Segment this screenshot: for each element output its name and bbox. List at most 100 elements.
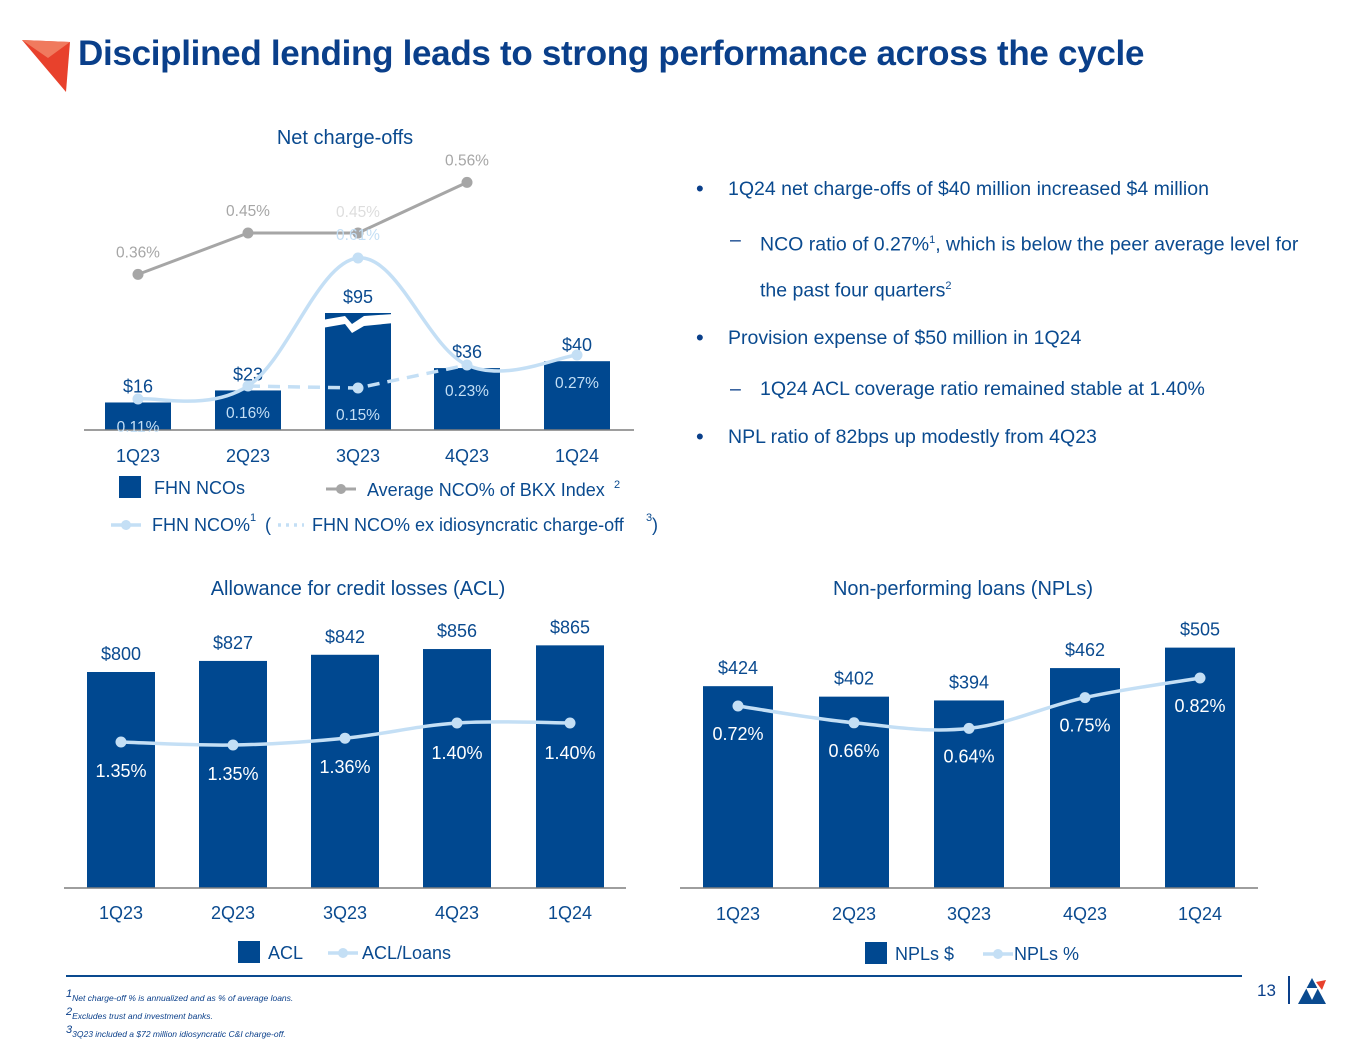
nco-bar-label-1Q24: $40 <box>562 335 592 355</box>
nco-x-tick-4Q23: 4Q23 <box>445 446 489 466</box>
bullet-nco-ratio: NCO ratio of 0.27%1, which is below the … <box>696 220 1316 311</box>
acl-loans-label-3Q23: 1.36% <box>319 757 370 777</box>
acl-loans-label-2Q23: 1.35% <box>207 764 258 784</box>
legend-npl-dollar-swatch <box>865 942 887 964</box>
npl-bar-label-1Q23: $424 <box>718 658 758 678</box>
npl-bar-1Q24 <box>1165 647 1235 888</box>
legend-nco-pct-marker <box>121 520 131 530</box>
acl-bar-label-1Q23: $800 <box>101 644 141 664</box>
legend-fhn-ncos-swatch <box>119 476 141 498</box>
acl-loans-label-1Q23: 1.35% <box>95 761 146 781</box>
acl-loans-point-2Q23 <box>227 739 239 751</box>
legend-nco-pct: FHN NCO% <box>152 515 250 535</box>
bullet-acl-coverage: 1Q24 ACL coverage ratio remained stable … <box>696 369 1316 410</box>
legend-npl-dollar: NPLs $ <box>895 944 954 964</box>
red-flag-logo-icon <box>22 40 70 92</box>
npl-pct-point-2Q23 <box>848 717 860 729</box>
commentary-bullets: 1Q24 net charge-offs of $40 million incr… <box>696 176 1316 476</box>
acl-x-tick-2Q23: 2Q23 <box>211 903 255 923</box>
footnotes: 1Net charge-off % is annualized and as %… <box>66 987 293 1040</box>
nco-bar-label-1Q23: $16 <box>123 376 153 396</box>
npl-x-tick-4Q23: 4Q23 <box>1063 904 1107 924</box>
acl-x-tick-3Q23: 3Q23 <box>323 903 367 923</box>
legend-nco-pct-sup: 1 <box>250 512 256 524</box>
npl-pct-point-1Q23 <box>732 700 744 712</box>
legend-paren-open: ( <box>265 515 271 535</box>
legend-npl-pct: NPLs % <box>1014 944 1079 964</box>
footer-divider <box>66 975 1242 977</box>
npl-pct-point-4Q23 <box>1079 692 1091 704</box>
fhn-nco-pct-label-3Q23: 0.61% <box>336 227 380 244</box>
npl-chart-title: Non-performing loans (NPLs) <box>833 578 1093 600</box>
footnote-1: 1Net charge-off % is annualized and as %… <box>66 988 294 1003</box>
acl-x-tick-1Q24: 1Q24 <box>548 903 592 923</box>
legend-bkx-sup: 2 <box>614 479 620 491</box>
fhn-nco-pct-point-1Q23 <box>132 393 144 405</box>
legend-paren-close: ) <box>652 515 658 535</box>
fhn-nco-ex-label-3Q23: 0.15% <box>336 407 380 424</box>
legend-bkx: Average NCO% of BKX Index <box>367 480 605 500</box>
nco-bar-label-3Q23: $95 <box>343 287 373 307</box>
nco-x-tick-1Q23: 1Q23 <box>116 446 160 466</box>
bullet-nco: 1Q24 net charge-offs of $40 million incr… <box>696 176 1316 202</box>
bkx-point-3Q23 <box>352 227 364 239</box>
npl-bar-label-2Q23: $402 <box>834 669 874 689</box>
nco-x-tick-2Q23: 2Q23 <box>226 446 270 466</box>
fhn-nco-pct-point-3Q23 <box>352 252 364 264</box>
page-number: 13 <box>1257 981 1276 1000</box>
acl-loans-label-4Q23: 1.40% <box>431 743 482 763</box>
nco-bar-3Q23 <box>325 313 391 430</box>
acl-bar-1Q23 <box>87 672 155 888</box>
npl-x-tick-1Q23: 1Q23 <box>716 904 760 924</box>
npl-x-tick-1Q24: 1Q24 <box>1178 904 1222 924</box>
nco-bar-4Q23 <box>434 368 500 430</box>
nco-bar-break-mark <box>322 314 394 333</box>
bullet-npl: NPL ratio of 82bps up modestly from 4Q23 <box>696 424 1316 450</box>
npl-bar-label-1Q24: $505 <box>1180 620 1220 640</box>
acl-bar-2Q23 <box>199 660 267 888</box>
acl-chart-title: Allowance for credit losses (ACL) <box>211 578 506 600</box>
bkx-label-2Q23: 0.45% <box>226 203 270 220</box>
legend-acl-loans-marker <box>338 948 348 958</box>
acl-chart: Allowance for credit losses (ACL) $800 $82… <box>64 578 626 963</box>
bkx-label-3Q23: 0.45% <box>336 204 380 221</box>
acl-loans-label-1Q24: 1.40% <box>544 743 595 763</box>
nco-x-tick-1Q24: 1Q24 <box>555 446 599 466</box>
legend-acl: ACL <box>268 943 303 963</box>
page-title: Disciplined lending leads to strong perf… <box>78 34 1145 73</box>
acl-bar-label-2Q23: $827 <box>213 633 253 653</box>
npl-pct-point-1Q24 <box>1194 672 1206 684</box>
nco-chart-title: Net charge-offs <box>277 127 413 149</box>
npl-bar-2Q23 <box>819 696 889 888</box>
npl-bar-1Q23 <box>703 686 773 888</box>
fhn-nco-pct-label-1Q23: 0.11% <box>117 419 160 436</box>
npl-pct-point-3Q23 <box>963 722 975 734</box>
npl-bar-label-4Q23: $462 <box>1065 640 1105 660</box>
legend-bkx-marker <box>336 484 346 494</box>
legend-ex: FHN NCO% ex idiosyncratic charge-off <box>312 515 625 535</box>
acl-bar-1Q24 <box>536 645 604 888</box>
bullet-provision: Provision expense of $50 million in 1Q24 <box>696 325 1316 351</box>
npl-x-tick-2Q23: 2Q23 <box>832 904 876 924</box>
npl-x-tick-3Q23: 3Q23 <box>947 904 991 924</box>
acl-bar-3Q23 <box>311 654 379 888</box>
nco-bar-1Q24 <box>544 361 610 430</box>
npl-bar-label-3Q23: $394 <box>949 672 989 692</box>
fhn-nco-pct-label-4Q23: 0.23% <box>445 383 489 400</box>
npl-pct-label-2Q23: 0.66% <box>828 741 879 761</box>
npl-pct-label-1Q24: 0.82% <box>1174 696 1225 716</box>
bkx-point-1Q23 <box>132 268 144 280</box>
nco-x-tick-3Q23: 3Q23 <box>336 446 380 466</box>
fhn-nco-pct-point-4Q23 <box>461 359 473 371</box>
acl-bar-label-3Q23: $842 <box>325 627 365 647</box>
fhn-nco-pct-label-2Q23: 0.16% <box>226 405 270 422</box>
acl-bar-label-4Q23: $856 <box>437 621 477 641</box>
bkx-label-4Q23: 0.56% <box>445 152 489 169</box>
bkx-label-1Q23: 0.36% <box>116 244 160 261</box>
npl-pct-label-3Q23: 0.64% <box>943 746 994 766</box>
footnote-2: 2Excludes trust and investment banks. <box>66 1005 213 1021</box>
footnote-3: 33Q23 included a $72 million idiosyncrat… <box>66 1023 286 1039</box>
acl-bar-4Q23 <box>423 649 491 888</box>
acl-loans-point-4Q23 <box>451 717 463 729</box>
